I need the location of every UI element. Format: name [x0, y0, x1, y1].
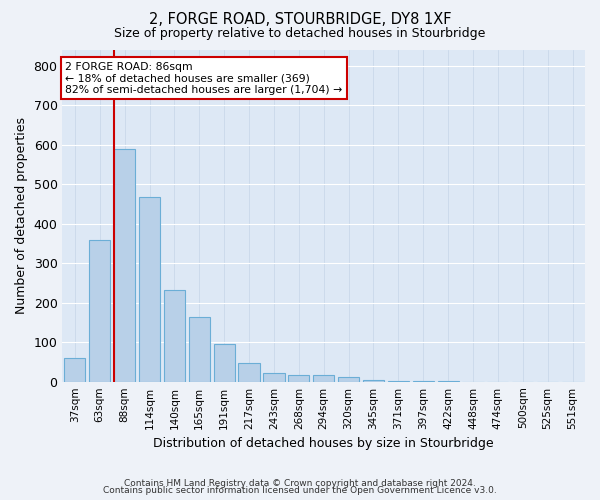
Bar [338, 376, 359, 382]
X-axis label: Distribution of detached houses by size in Stourbridge: Distribution of detached houses by size … [154, 437, 494, 450]
Bar [89, 240, 110, 382]
Text: 2, FORGE ROAD, STOURBRIDGE, DY8 1XF: 2, FORGE ROAD, STOURBRIDGE, DY8 1XF [149, 12, 451, 28]
Text: Contains public sector information licensed under the Open Government Licence v3: Contains public sector information licen… [103, 486, 497, 495]
Text: 2 FORGE ROAD: 86sqm
← 18% of detached houses are smaller (369)
82% of semi-detac: 2 FORGE ROAD: 86sqm ← 18% of detached ho… [65, 62, 342, 95]
Bar [313, 374, 334, 382]
Bar [363, 380, 384, 382]
Bar [214, 344, 235, 382]
Text: Contains HM Land Registry data © Crown copyright and database right 2024.: Contains HM Land Registry data © Crown c… [124, 478, 476, 488]
Bar [238, 362, 260, 382]
Bar [114, 148, 135, 382]
Bar [164, 290, 185, 382]
Bar [139, 197, 160, 382]
Bar [288, 374, 310, 382]
Text: Size of property relative to detached houses in Stourbridge: Size of property relative to detached ho… [115, 28, 485, 40]
Y-axis label: Number of detached properties: Number of detached properties [15, 118, 28, 314]
Bar [189, 318, 210, 382]
Bar [413, 381, 434, 382]
Bar [263, 373, 284, 382]
Bar [388, 381, 409, 382]
Bar [64, 358, 85, 382]
